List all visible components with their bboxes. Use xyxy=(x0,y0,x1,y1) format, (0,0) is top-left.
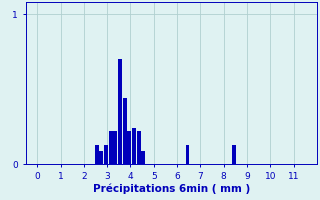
Bar xyxy=(123,98,127,164)
Bar xyxy=(232,145,236,164)
Bar xyxy=(99,151,103,164)
Bar xyxy=(141,151,145,164)
Bar xyxy=(132,128,136,164)
Bar xyxy=(104,145,108,164)
Bar xyxy=(109,131,113,164)
X-axis label: Précipitations 6min ( mm ): Précipitations 6min ( mm ) xyxy=(92,183,250,194)
Bar xyxy=(118,59,122,164)
Bar xyxy=(127,131,131,164)
Bar xyxy=(95,145,99,164)
Bar xyxy=(113,131,117,164)
Bar xyxy=(186,145,189,164)
Bar xyxy=(137,131,140,164)
